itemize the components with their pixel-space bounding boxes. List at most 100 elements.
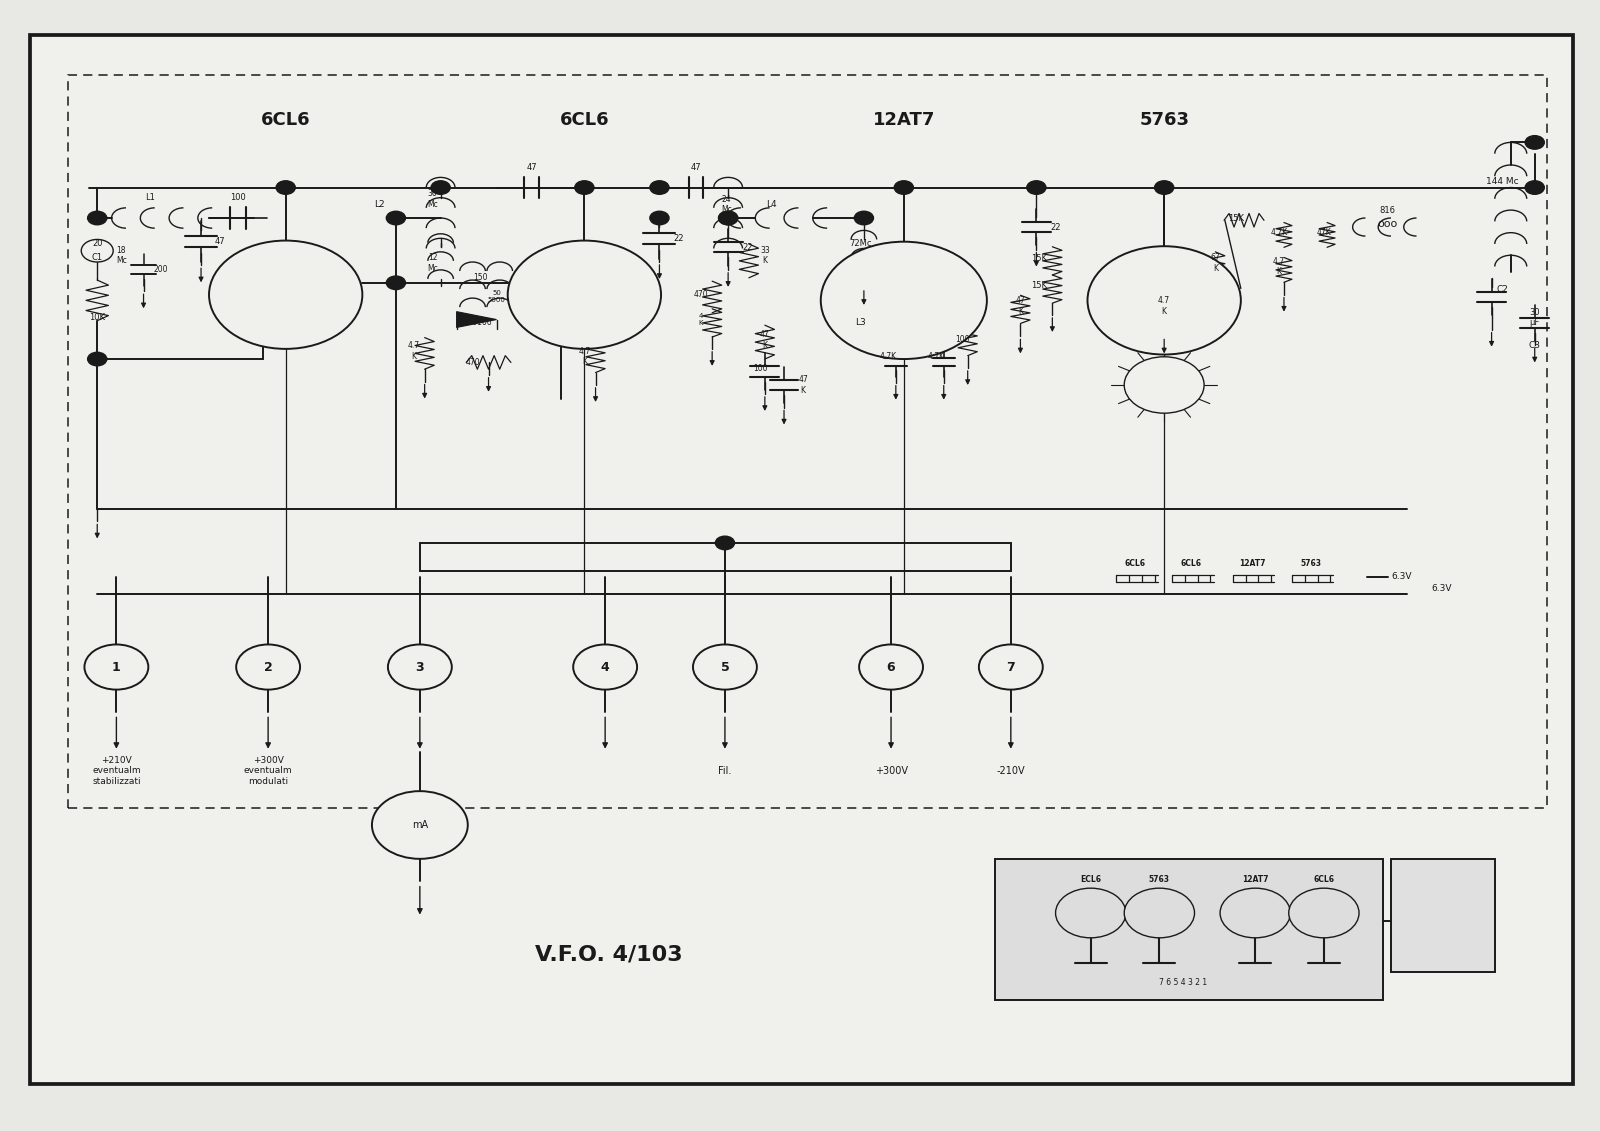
Text: 100: 100 (754, 363, 768, 372)
Text: +300V: +300V (875, 766, 907, 776)
Text: 6CL6: 6CL6 (1125, 559, 1146, 568)
Circle shape (715, 536, 734, 550)
Text: mA: mA (411, 820, 427, 830)
Text: 20: 20 (91, 240, 102, 249)
Text: 100: 100 (955, 336, 970, 344)
Text: 5763: 5763 (1149, 874, 1170, 883)
Text: 4.7
K: 4.7 K (578, 347, 590, 366)
Text: N B0166: N B0166 (459, 319, 493, 328)
Text: 4.7
K: 4.7 K (1158, 296, 1170, 316)
Text: ECL6: ECL6 (1080, 874, 1101, 883)
Circle shape (718, 211, 738, 225)
Circle shape (693, 645, 757, 690)
Text: 144 Mc: 144 Mc (1486, 178, 1518, 187)
Text: 4
K: 4 K (699, 313, 704, 326)
Text: V.F.O. 4/103: V.F.O. 4/103 (534, 944, 682, 965)
Text: 7: 7 (1006, 661, 1016, 674)
Circle shape (650, 181, 669, 195)
Text: 12AT7: 12AT7 (1242, 874, 1269, 883)
Text: L3: L3 (856, 319, 866, 328)
Text: 10K: 10K (90, 313, 106, 322)
Circle shape (979, 645, 1043, 690)
Circle shape (1288, 888, 1358, 938)
Text: +300V
eventualm
modulati: +300V eventualm modulati (243, 756, 293, 786)
Circle shape (371, 792, 467, 858)
Text: 6CL6: 6CL6 (261, 111, 310, 129)
Text: 12AT7: 12AT7 (1238, 559, 1266, 568)
Text: 36
Mc: 36 Mc (427, 189, 438, 208)
Bar (995, 858, 1382, 1000)
Text: 22: 22 (742, 243, 752, 252)
Text: 7 6 5 4 3 2 1: 7 6 5 4 3 2 1 (1160, 978, 1208, 987)
Text: 2: 2 (264, 661, 272, 674)
Text: 5763: 5763 (1139, 111, 1189, 129)
Text: 6.3V: 6.3V (1390, 572, 1411, 581)
Text: 816: 816 (1379, 206, 1395, 215)
Circle shape (88, 352, 107, 365)
Text: 150: 150 (474, 274, 488, 283)
Circle shape (894, 181, 914, 195)
Circle shape (718, 211, 738, 225)
Text: 6CL6: 6CL6 (560, 111, 610, 129)
Text: Fil.: Fil. (718, 766, 731, 776)
Circle shape (854, 211, 874, 225)
Text: 50
5000: 50 5000 (488, 291, 506, 303)
Text: 47
K: 47 K (760, 330, 770, 349)
Text: 72Mc: 72Mc (850, 240, 872, 249)
Circle shape (574, 181, 594, 195)
Text: 47K: 47K (1317, 228, 1331, 238)
Text: 1: 1 (112, 661, 120, 674)
Text: 15K: 15K (1229, 214, 1245, 223)
Text: 22: 22 (674, 234, 683, 243)
Circle shape (387, 645, 451, 690)
Text: 15K: 15K (1032, 282, 1048, 291)
Text: 470: 470 (466, 357, 480, 366)
Text: 12
Mc: 12 Mc (427, 253, 438, 273)
Text: ooo: ooo (1378, 218, 1398, 228)
Text: 6CL6: 6CL6 (1181, 559, 1202, 568)
Text: +210V
eventualm
stabilizzati: +210V eventualm stabilizzati (93, 756, 141, 786)
Text: 470: 470 (694, 291, 709, 300)
Circle shape (1125, 356, 1205, 413)
Circle shape (210, 241, 362, 348)
Text: -210V: -210V (997, 766, 1026, 776)
Text: 200: 200 (154, 266, 168, 275)
Text: 47: 47 (214, 238, 226, 247)
Text: C3: C3 (1528, 342, 1541, 349)
Text: 4.7K: 4.7K (880, 352, 896, 361)
Text: 4.7K: 4.7K (928, 352, 944, 361)
Circle shape (1056, 888, 1126, 938)
Text: 47: 47 (526, 163, 538, 172)
Circle shape (1125, 888, 1195, 938)
Circle shape (507, 241, 661, 348)
Text: 47
K: 47 K (1016, 296, 1026, 316)
Text: 18
Mc: 18 Mc (115, 245, 126, 265)
Circle shape (1525, 181, 1544, 195)
Text: 5763: 5763 (1301, 559, 1322, 568)
Text: 6CL6: 6CL6 (1314, 874, 1334, 883)
Text: 33
K: 33 K (760, 245, 770, 265)
Text: 67
K: 67 K (1211, 253, 1221, 273)
Polygon shape (456, 312, 496, 328)
Text: C2: C2 (1498, 285, 1509, 294)
Circle shape (650, 211, 669, 225)
Circle shape (1027, 181, 1046, 195)
Text: C1: C1 (91, 253, 102, 262)
Circle shape (1088, 247, 1242, 354)
Text: L1: L1 (146, 193, 155, 202)
Text: 4.7
K: 4.7 K (408, 342, 419, 361)
Circle shape (88, 211, 107, 225)
Text: 47
K: 47 K (798, 375, 808, 395)
Text: 30
μF: 30 μF (1530, 308, 1541, 327)
Circle shape (237, 645, 301, 690)
Text: L2: L2 (374, 200, 386, 209)
Text: 12AT7: 12AT7 (872, 111, 934, 129)
Text: 47: 47 (691, 163, 701, 172)
Circle shape (386, 276, 405, 290)
Circle shape (821, 242, 987, 359)
Bar (69, 75, 1547, 808)
Text: 6: 6 (886, 661, 896, 674)
Circle shape (277, 181, 296, 195)
Text: 4.7K: 4.7K (1270, 228, 1288, 238)
Text: 5: 5 (720, 661, 730, 674)
